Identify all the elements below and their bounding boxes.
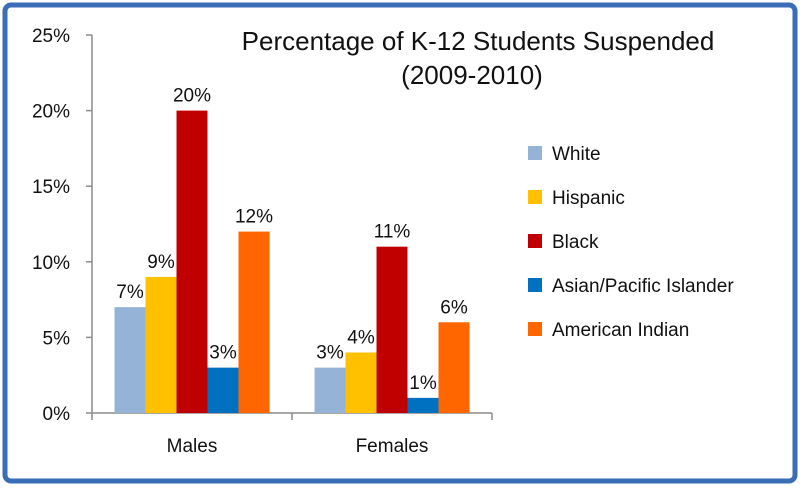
bar-data-label: 9%: [147, 252, 175, 273]
y-tick-label: 0%: [43, 404, 71, 425]
x-category-label: Females: [356, 436, 429, 457]
y-tick-label: 25%: [32, 26, 70, 47]
bar: [345, 352, 377, 413]
chart-title-line1: Percentage of K-12 Students Suspended: [242, 26, 715, 56]
legend-swatch: [528, 322, 542, 336]
y-tick-label: 5%: [43, 328, 71, 349]
bar: [207, 367, 239, 413]
bar-data-label: 7%: [116, 282, 144, 303]
legend: White Hispanic Black Asian/Pacific Islander…: [528, 144, 734, 341]
legend-swatch: [528, 146, 542, 160]
legend-label: Hispanic: [552, 188, 625, 209]
bar-data-label: 1%: [409, 373, 437, 394]
bar-data-label: 3%: [316, 343, 344, 364]
y-tick-label: 10%: [32, 253, 70, 274]
bar: [176, 110, 208, 413]
bar-data-label: 20%: [173, 86, 211, 107]
bar-data-label: 12%: [235, 207, 273, 228]
bars: [114, 110, 470, 413]
legend-swatch: [528, 190, 542, 204]
bar: [114, 307, 146, 413]
legend-label: Asian/Pacific Islander: [552, 276, 734, 297]
bar: [438, 322, 470, 413]
legend-swatch: [528, 234, 542, 248]
bar-data-label: 4%: [347, 328, 375, 349]
data-labels: 7%9%20%3%12%3%4%11%1%6%: [116, 86, 468, 394]
x-category-label: Males: [167, 436, 218, 457]
bar: [407, 397, 439, 413]
bar: [238, 231, 270, 413]
y-axis: 0% 5% 10% 15% 20% 25%: [32, 26, 93, 425]
chart-title-line2: (2009-2010): [401, 60, 543, 90]
legend-label: Black: [552, 232, 599, 253]
legend-label: White: [552, 144, 601, 165]
bar: [376, 246, 408, 413]
legend-label: American Indian: [552, 320, 689, 341]
bar: [145, 276, 177, 413]
y-tick-label: 20%: [32, 102, 70, 123]
y-tick-label: 15%: [32, 177, 70, 198]
bar-data-label: 11%: [374, 222, 411, 243]
legend-swatch: [528, 278, 542, 292]
bar-data-label: 3%: [209, 343, 237, 364]
bar: [314, 367, 346, 413]
bar-data-label: 6%: [440, 297, 468, 318]
